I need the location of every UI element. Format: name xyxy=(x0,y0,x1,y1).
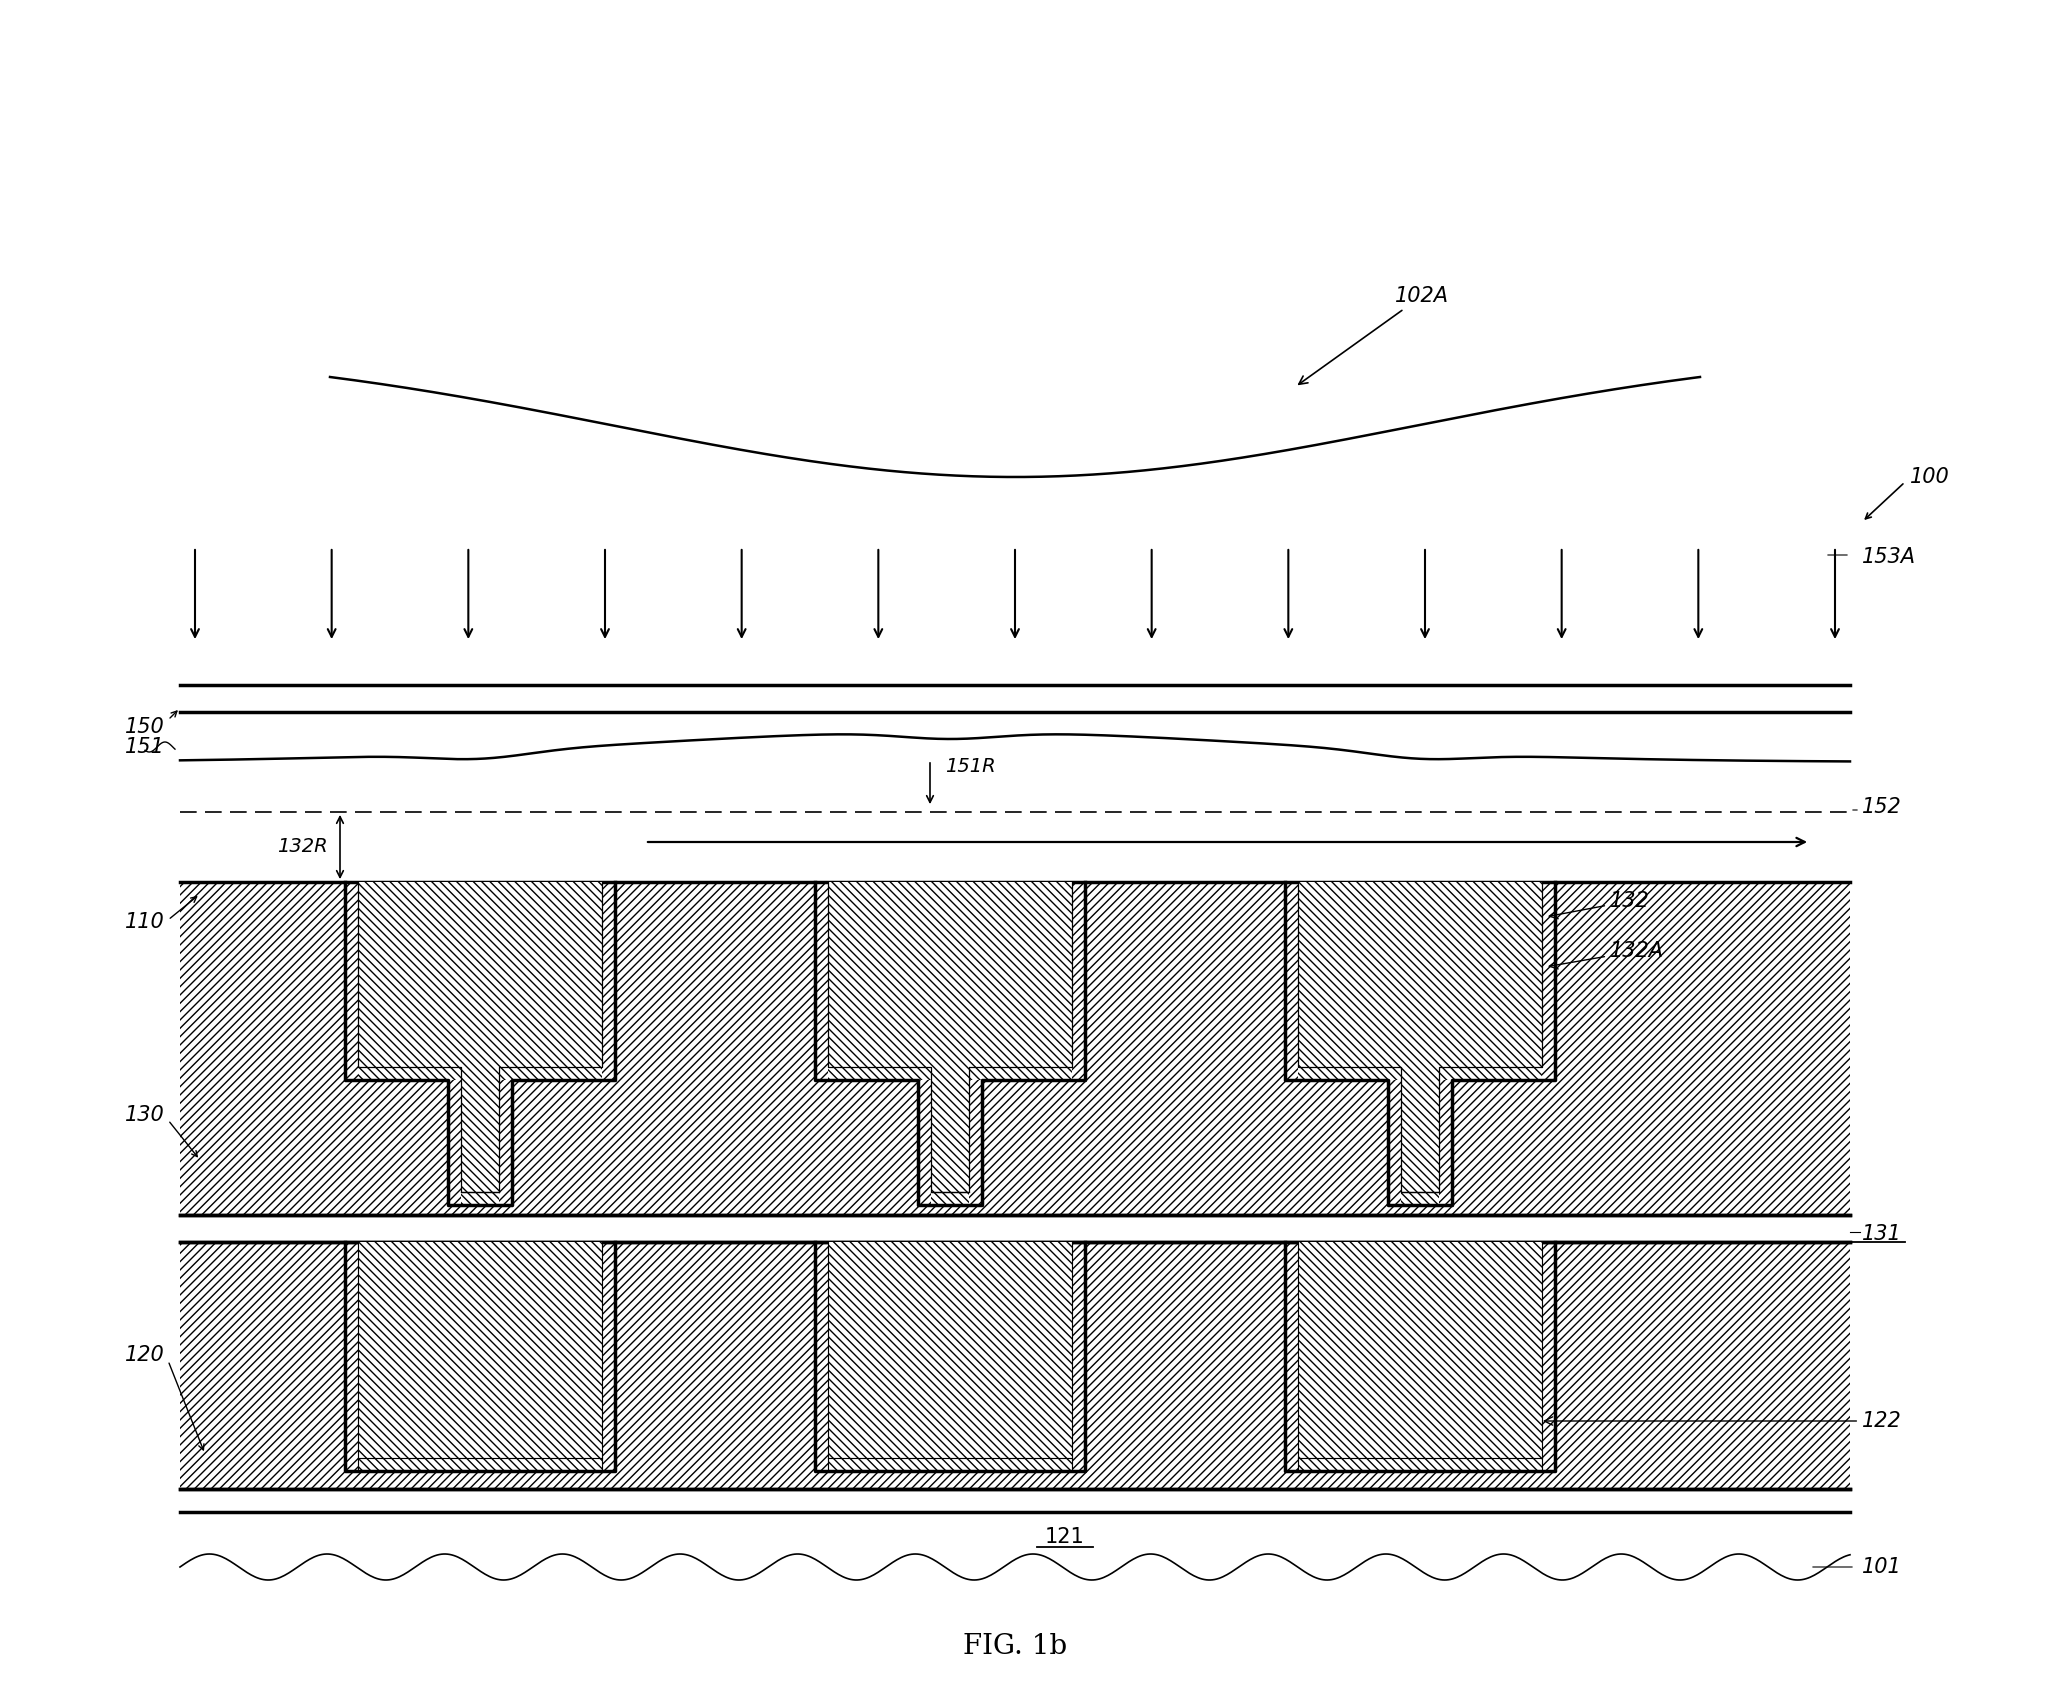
Bar xyxy=(359,882,603,1079)
Bar xyxy=(1401,1079,1440,1205)
Text: 132A: 132A xyxy=(1549,942,1663,969)
Text: 120: 120 xyxy=(125,1346,164,1366)
Bar xyxy=(1298,1242,1542,1471)
Bar xyxy=(359,882,603,1079)
Bar xyxy=(931,1079,968,1205)
Text: 110: 110 xyxy=(125,911,164,932)
Text: 130: 130 xyxy=(125,1105,164,1125)
Bar xyxy=(1298,882,1542,1079)
Bar xyxy=(461,1079,498,1205)
Text: 122: 122 xyxy=(1544,1410,1901,1431)
Text: 121: 121 xyxy=(1046,1527,1085,1548)
Bar xyxy=(1298,1242,1542,1471)
Text: 152: 152 xyxy=(1862,798,1901,816)
Bar xyxy=(180,882,1850,1215)
Text: 102A: 102A xyxy=(1298,287,1448,384)
Text: 150: 150 xyxy=(125,718,164,736)
Text: FIG. 1b: FIG. 1b xyxy=(962,1634,1067,1660)
Bar xyxy=(931,1079,968,1205)
Text: 101: 101 xyxy=(1862,1558,1901,1577)
Bar xyxy=(829,1242,1073,1471)
Bar xyxy=(829,882,1073,1079)
Text: 151R: 151R xyxy=(946,757,995,777)
Text: 132: 132 xyxy=(1549,891,1649,918)
Bar xyxy=(359,1242,603,1471)
Text: 151: 151 xyxy=(125,736,164,757)
Text: 153A: 153A xyxy=(1862,546,1916,567)
Text: 132R: 132R xyxy=(277,838,328,857)
Bar xyxy=(1401,1079,1440,1205)
Bar xyxy=(829,882,1073,1079)
Bar xyxy=(1298,882,1542,1079)
Bar xyxy=(461,1079,498,1205)
Bar xyxy=(180,1242,1850,1488)
Bar xyxy=(359,1242,603,1471)
Text: 100: 100 xyxy=(1909,467,1951,487)
Text: 131: 131 xyxy=(1862,1224,1901,1244)
Bar xyxy=(829,1242,1073,1471)
